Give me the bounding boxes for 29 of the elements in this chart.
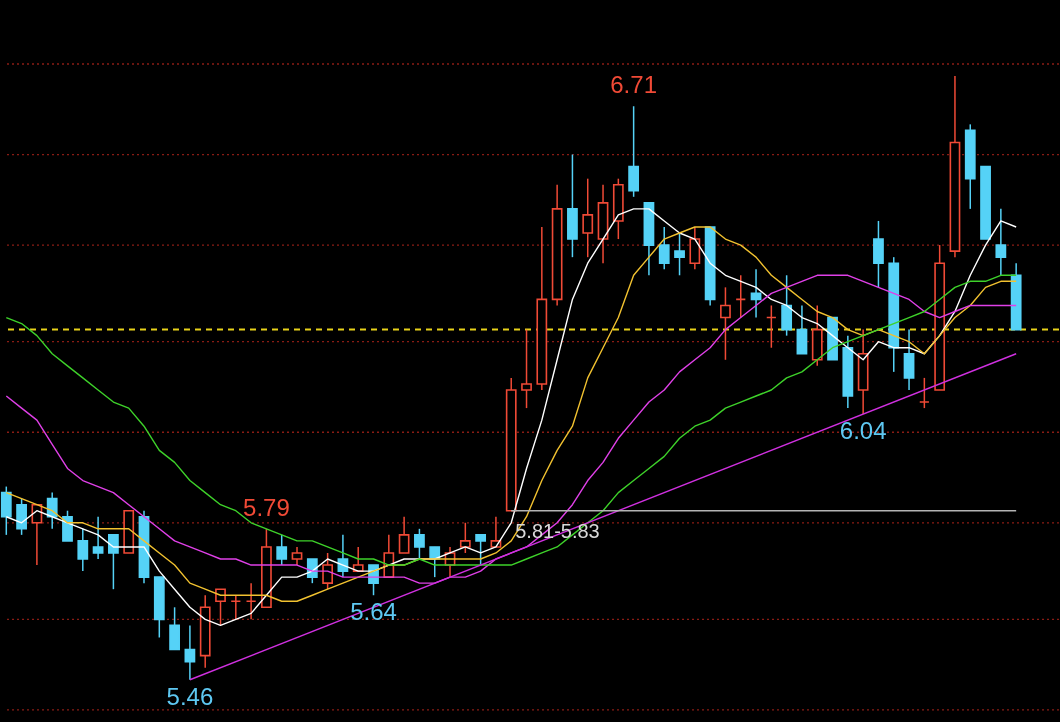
candlestick bbox=[398, 516, 410, 554]
candlestick bbox=[459, 522, 471, 554]
candlestick bbox=[92, 516, 104, 560]
candlestick bbox=[720, 286, 731, 361]
annotation: 5.46 bbox=[166, 682, 214, 710]
candlestick bbox=[414, 528, 425, 560]
candlestick bbox=[77, 528, 89, 572]
candlestick bbox=[658, 226, 670, 270]
candlestick bbox=[291, 546, 303, 566]
candlestick bbox=[245, 582, 257, 621]
annotation: 6.71 bbox=[610, 71, 657, 99]
annotation: 6.04 bbox=[839, 417, 887, 445]
candlestick bbox=[521, 328, 532, 409]
candlestick bbox=[765, 304, 777, 349]
candlestick bbox=[674, 232, 685, 277]
candlestick bbox=[108, 534, 119, 590]
candlestick bbox=[46, 491, 58, 530]
candlestick bbox=[735, 274, 747, 319]
annotation: 5.64 bbox=[350, 598, 397, 626]
candlestick bbox=[215, 588, 226, 627]
candlestick bbox=[918, 377, 930, 409]
candlestick bbox=[230, 594, 242, 621]
candlestick bbox=[475, 534, 487, 566]
candlestick bbox=[276, 534, 288, 566]
candlestick bbox=[184, 624, 196, 681]
candlestick bbox=[322, 552, 334, 590]
annotation: 5.79 bbox=[243, 493, 290, 521]
candlestick bbox=[582, 177, 594, 258]
candlestick bbox=[995, 208, 1007, 277]
